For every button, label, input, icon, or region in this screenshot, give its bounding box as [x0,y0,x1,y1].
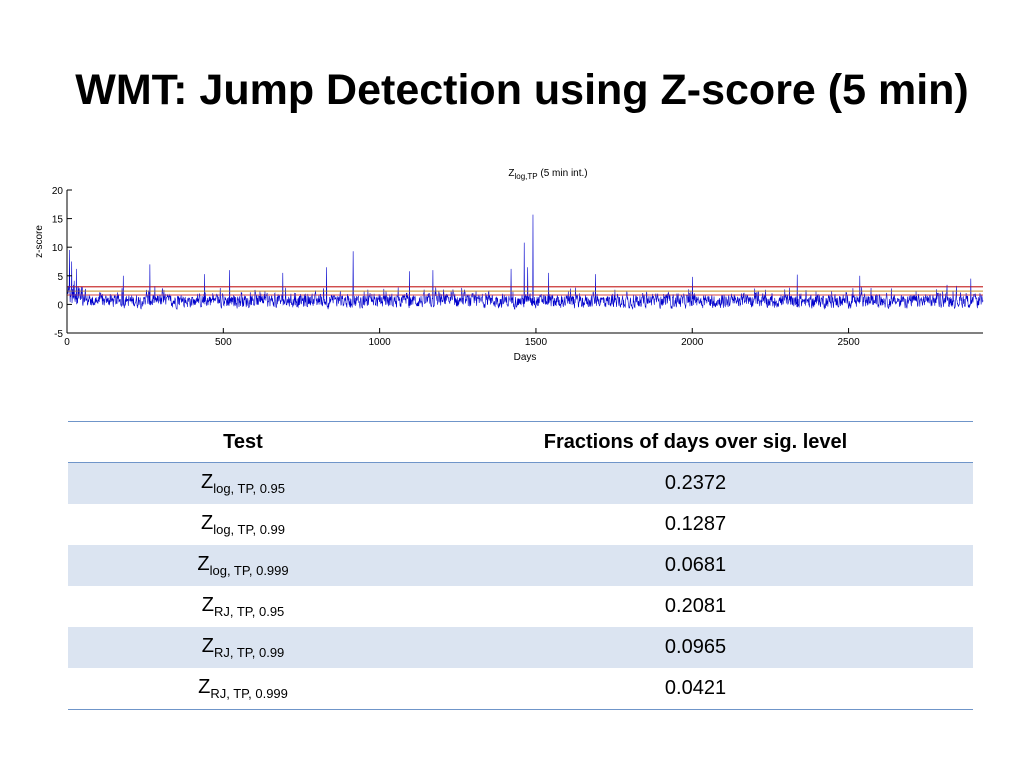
x-tick-label: 2500 [837,337,860,348]
test-cell: ZRJ, TP, 0.95 [68,586,418,627]
fraction-value: 0.1287 [664,513,727,535]
test-symbol: Z [198,676,211,698]
slide-title: WMT: Jump Detection using Z-score (5 min… [75,66,969,114]
test-subscript: log, TP, 0.999 [209,563,289,578]
y-tick-label: 20 [52,186,64,197]
y-axis-label: z-score [34,225,45,258]
table-row: ZRJ, TP, 0.99 0.0965 [68,627,973,668]
test-symbol: Z [200,512,214,534]
series-line [66,214,984,310]
test-symbol: Z [201,635,214,657]
test-cell: Zlog, TP, 0.95 [68,462,418,504]
test-cell: ZRJ, TP, 0.999 [68,668,418,710]
test-subscript: log, TP, 0.99 [213,522,286,537]
table-row: Zlog, TP, 0.999 0.0681 [68,545,973,586]
results-table: Test Fractions of days over sig. level Z… [68,421,973,710]
fraction-value: 0.0965 [418,627,973,668]
test-symbol: Z [200,471,214,493]
chart-title-suffix: (5 min int.) [538,168,588,179]
test-subscript: log, TP, 0.95 [213,481,286,496]
test-subscript: RJ, TP, 0.95 [213,604,285,619]
y-tick-label: 10 [52,243,64,254]
test-cell: ZRJ, TP, 0.99 [68,627,418,668]
y-tick-label: -5 [54,329,63,340]
x-axis-label: Days [514,352,537,363]
fraction-value: 0.0421 [418,668,973,710]
fraction-value: 0.2372 [418,462,973,504]
y-tick-label: 0 [57,300,63,311]
y-tick-label: 15 [52,215,64,226]
header-fraction: Fractions of days over sig. level [418,421,973,463]
table-header-row: Test Fractions of days over sig. level [68,421,973,463]
chart-container: Zlog,TP (5 min int.) 0 500 1000 1500 2000 250… [30,158,996,372]
x-tick-label: 500 [215,337,232,348]
fraction-value: 0.0681 [418,545,973,586]
test-symbol: Z [197,553,210,575]
test-cell: Zlog, TP, 0.999 [68,545,418,586]
test-subscript: RJ, TP, 0.999 [210,686,288,701]
x-tick-label: 0 [64,337,70,348]
y-tick-label: 5 [57,272,63,283]
table-row: ZRJ, TP, 0.95 0.2081 [68,586,973,627]
test-symbol: Z [201,594,214,616]
table-row: Zlog, TP, 0.95 0.2372 [68,462,973,504]
z-score-chart: Zlog,TP (5 min int.) 0 500 1000 1500 2000 250… [34,168,984,363]
chart-title-sub: log,TP [514,172,537,181]
table-body: Zlog, TP, 0.95 0.2372 Zlog, TP, 0.99 0.1287… [68,462,973,710]
test-cell: Zlog, TP, 0.99 [68,504,418,545]
x-tick-label: 1500 [525,337,548,348]
table-row: ZRJ, TP, 0.999 0.0421 [68,668,973,710]
table-row: Zlog, TP, 0.99 0.1287 [68,504,973,545]
header-test: Test [68,421,418,463]
test-subscript: RJ, TP, 0.99 [213,645,285,660]
x-tick-label: 1000 [369,337,392,348]
chart-title-main: Z [508,168,514,179]
fraction-value: 0.2081 [664,595,727,617]
chart-title: Zlog,TP (5 min int.) [508,168,587,181]
x-tick-label: 2000 [681,337,704,348]
